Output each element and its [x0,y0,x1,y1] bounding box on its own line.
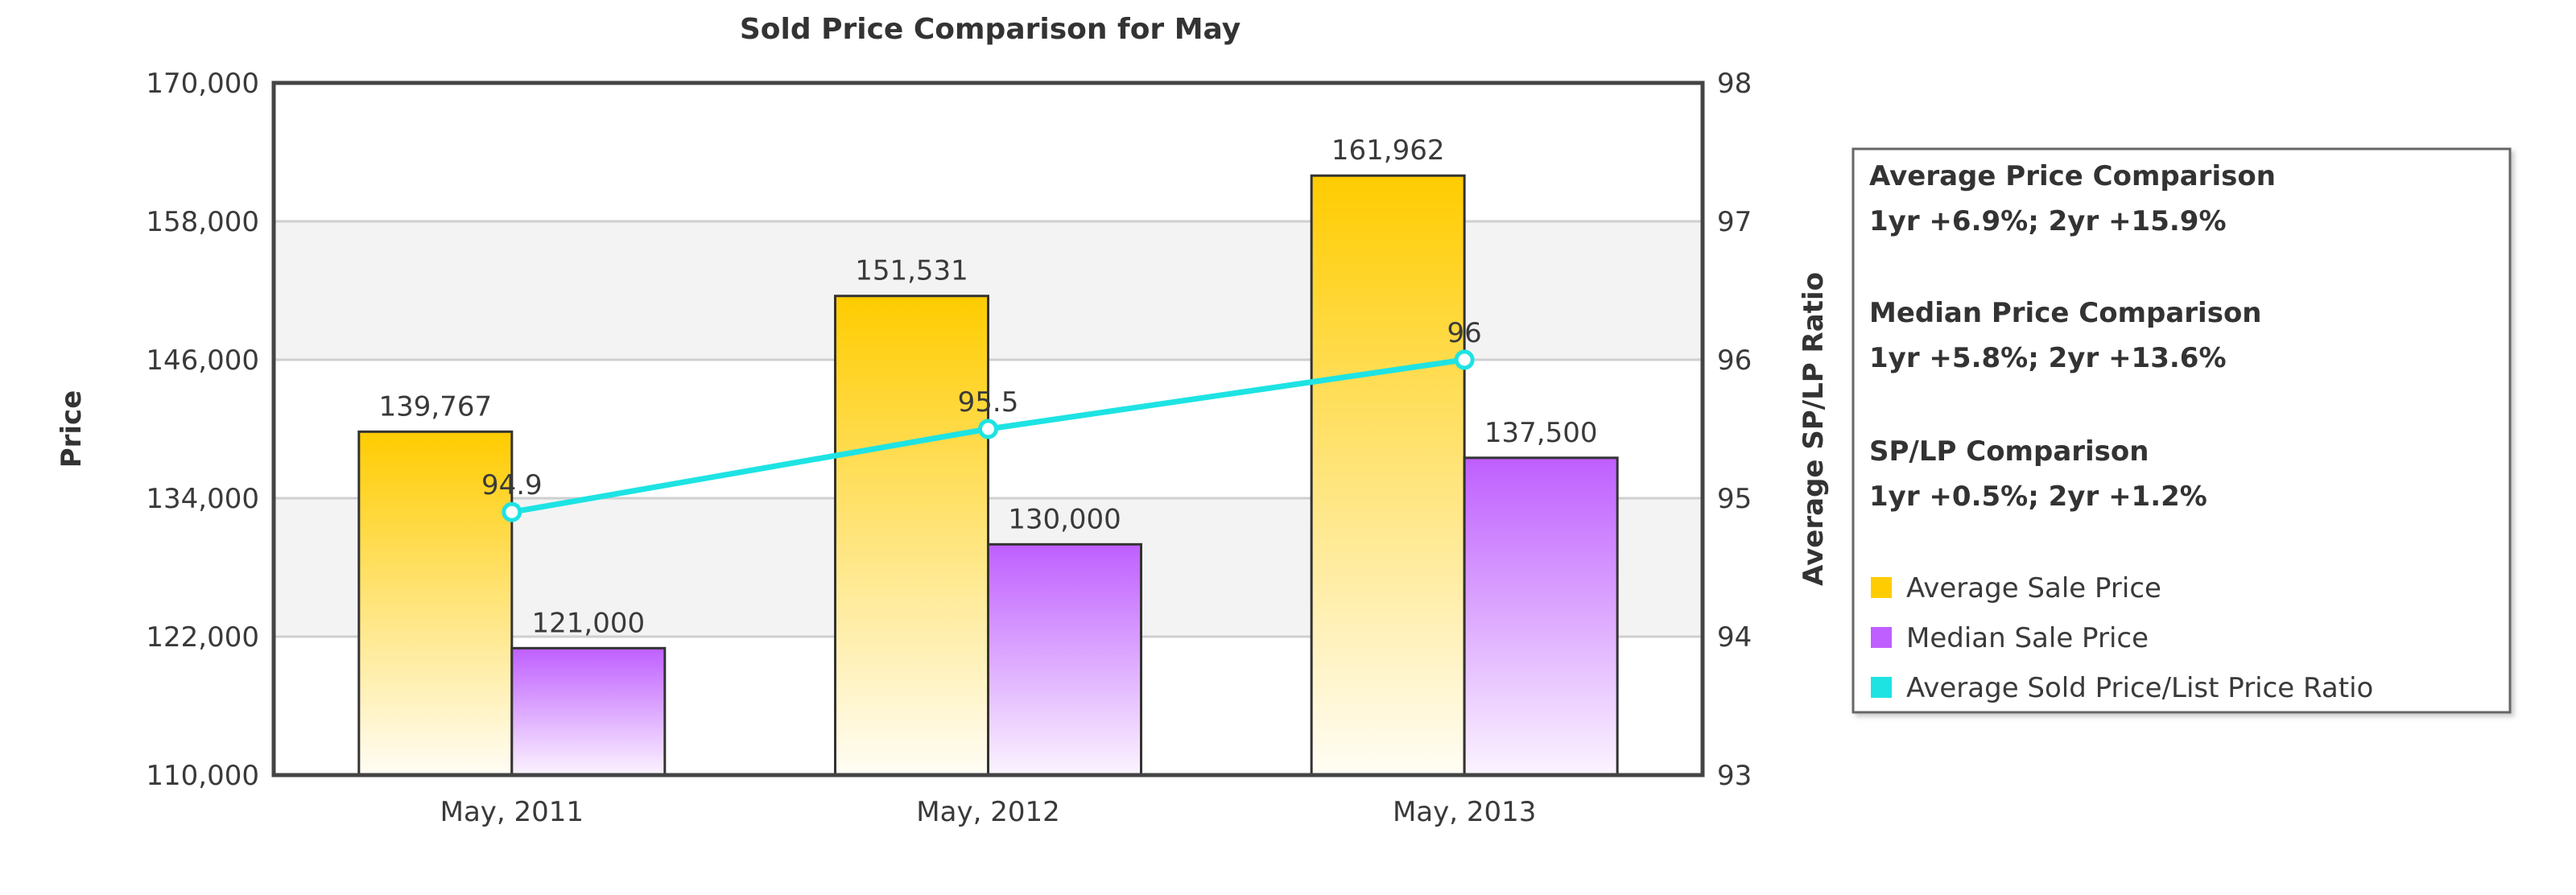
data-label-ratio: 96 [1447,317,1482,349]
bar-median-sale-price [510,646,667,777]
y-tick-label: 122,000 [146,621,259,654]
x-tick-label: May, 2011 [440,796,584,828]
data-label-median-sale-price: 130,000 [1008,503,1121,535]
data-label-average-sale-price: 151,531 [855,255,968,287]
y-tick-label: 110,000 [146,760,259,792]
legend: Average Price Comparison 1yr +6.9%; 2yr … [1852,147,2512,714]
legend-heading-splp: SP/LP Comparison [1869,435,2149,468]
y2-tick-label: 94 [1717,621,1752,654]
data-label-median-sale-price: 137,500 [1484,417,1598,449]
legend-heading-average: Average Price Comparison [1869,160,2276,192]
y2-tick-label: 95 [1717,483,1752,515]
legend-item-average-sale-price: Average Sale Price [1906,572,2161,604]
y-tick-label: 170,000 [146,68,259,100]
chart-title: Sold Price Comparison for May [740,13,1241,46]
bar-average-sale-price [357,430,514,777]
legend-text-average: 1yr +6.9%; 2yr +15.9% [1869,205,2227,237]
plot-frame [271,80,1705,777]
legend-swatch-average-sale-price [1871,577,1892,598]
data-label-average-sale-price: 161,962 [1331,134,1445,167]
legend-item-median-sale-price: Median Sale Price [1906,622,2149,654]
y-tick-label: 158,000 [146,206,259,238]
left-axis-ticks: 110,000 122,000 134,000 146,000 158,000 170,0… [146,68,259,792]
bars [357,174,1619,777]
x-axis-ticks: May, 2011 May, 2012 May, 2013 [440,796,1537,828]
data-label-ratio: 95.5 [958,386,1019,419]
y2-tick-label: 98 [1717,68,1752,100]
right-axis-ticks: 93 94 95 96 97 98 [1717,68,1752,792]
y2-tick-label: 97 [1717,206,1752,238]
legend-text-splp: 1yr +0.5%; 2yr +1.2% [1869,480,2207,513]
y2-tick-label: 93 [1717,760,1752,792]
ratio-point [502,501,522,522]
y-tick-label: 146,000 [146,344,259,377]
legend-swatch-ratio [1871,677,1892,698]
legend-heading-median: Median Price Comparison [1869,297,2262,329]
legend-text-median: 1yr +5.8%; 2yr +13.6% [1869,342,2227,374]
bar-average-sale-price [1310,174,1466,777]
ratio-point [978,419,998,439]
x-tick-label: May, 2012 [916,796,1059,828]
legend-box [1852,147,2512,714]
data-label-ratio: 94.9 [481,469,543,501]
y2-axis-title: Average SP/LP Ratio [1798,272,1830,586]
legend-item-ratio: Average Sold Price/List Price Ratio [1906,672,2373,704]
y-axis-title: Price [56,390,88,468]
y2-tick-label: 96 [1717,344,1752,377]
data-label-median-sale-price: 121,000 [532,607,646,639]
data-label-average-sale-price: 139,767 [379,390,493,423]
data-labels: 139,767 121,000 151,531 130,000 161,962 137,5… [379,134,1598,639]
ratio-line [502,349,1475,522]
legend-swatch-median-sale-price [1871,627,1892,648]
bar-average-sale-price [834,295,989,777]
y-tick-label: 134,000 [146,483,259,515]
x-tick-label: May, 2013 [1393,796,1536,828]
bar-median-sale-price [987,542,1142,777]
ratio-point [1454,349,1475,370]
bar-median-sale-price [1463,456,1619,777]
